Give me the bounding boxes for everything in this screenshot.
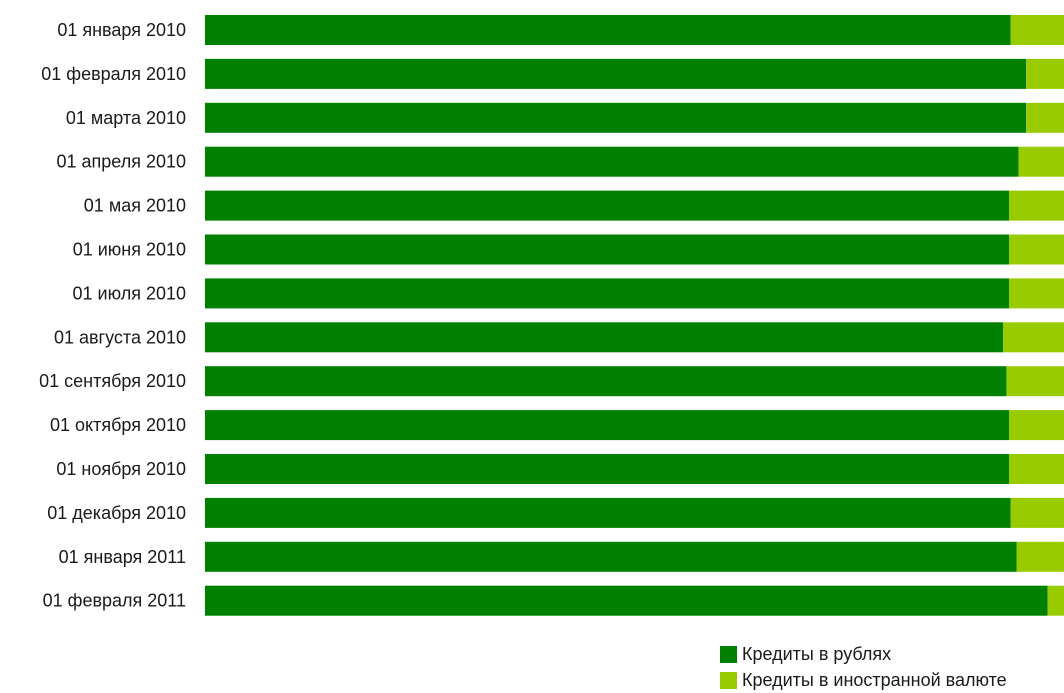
bar-segment-foreign[interactable] (1006, 366, 1064, 397)
bar-segment-rub[interactable] (205, 454, 1010, 484)
bar-segment-foreign[interactable] (1026, 58, 1064, 89)
bars (205, 15, 1064, 616)
bar-segment-foreign[interactable] (1009, 454, 1064, 484)
legend-swatch-foreign (720, 671, 737, 689)
category-label: 01 февраля 2011 (43, 591, 186, 611)
category-label: 01 октября 2010 (50, 415, 186, 435)
bar-segment-foreign[interactable] (1047, 585, 1064, 616)
bar-segment-rub[interactable] (205, 410, 1010, 441)
category-label: 01 ноября 2010 (56, 459, 186, 479)
bar-segment-rub[interactable] (205, 278, 1010, 309)
bar-segment-foreign[interactable] (1009, 278, 1064, 309)
bar-segment-rub[interactable] (205, 102, 1027, 133)
bar-segment-foreign[interactable] (1010, 15, 1064, 45)
category-label: 01 декабря 2010 (47, 503, 186, 523)
bar-segment-rub[interactable] (205, 15, 1011, 45)
bar-segment-rub[interactable] (205, 234, 1010, 265)
bar-segment-foreign[interactable] (1016, 541, 1064, 572)
category-label: 01 августа 2010 (54, 327, 186, 347)
category-label: 01 июля 2010 (73, 283, 186, 303)
category-label: 01 января 2011 (59, 547, 186, 567)
bar-segment-rub[interactable] (205, 497, 1011, 528)
legend: Кредиты в рублях Кредиты в иностранной в… (720, 641, 1007, 693)
bar-segment-foreign[interactable] (1026, 102, 1064, 133)
legend-label-rub: Кредиты в рублях (742, 643, 892, 664)
category-label: 01 марта 2010 (66, 108, 186, 128)
bar-segment-rub[interactable] (205, 58, 1027, 89)
bar-segment-foreign[interactable] (1018, 146, 1064, 177)
bar-segment-rub[interactable] (205, 366, 1007, 397)
bar-segment-foreign[interactable] (1003, 322, 1064, 353)
category-label: 01 сентября 2010 (39, 371, 186, 391)
bar-segment-rub[interactable] (205, 585, 1048, 616)
category-labels: 01 января 2010 01 февраля 2010 01 марта 20… (39, 20, 186, 611)
bar-segment-rub[interactable] (205, 322, 1004, 353)
category-label: 01 июня 2010 (73, 240, 186, 260)
category-label: 01 февраля 2010 (41, 64, 186, 84)
bar-segment-foreign[interactable] (1009, 410, 1064, 441)
legend-item-rub[interactable]: Кредиты в рублях (720, 641, 1007, 667)
bar-segment-foreign[interactable] (1010, 497, 1064, 528)
category-label: 01 мая 2010 (84, 196, 186, 216)
bar-segment-foreign[interactable] (1009, 234, 1064, 265)
category-label: 01 января 2010 (57, 20, 186, 40)
bar-segment-rub[interactable] (205, 190, 1010, 221)
bar-segment-rub[interactable] (205, 541, 1017, 572)
category-label: 01 апреля 2010 (57, 152, 187, 172)
bar-segment-foreign[interactable] (1009, 190, 1064, 221)
legend-item-foreign[interactable]: Кредиты в иностранной валюте (720, 667, 1007, 693)
legend-label-foreign: Кредиты в иностранной валюте (742, 669, 1007, 690)
bar-segment-rub[interactable] (205, 146, 1019, 177)
legend-swatch-rub (720, 645, 737, 663)
